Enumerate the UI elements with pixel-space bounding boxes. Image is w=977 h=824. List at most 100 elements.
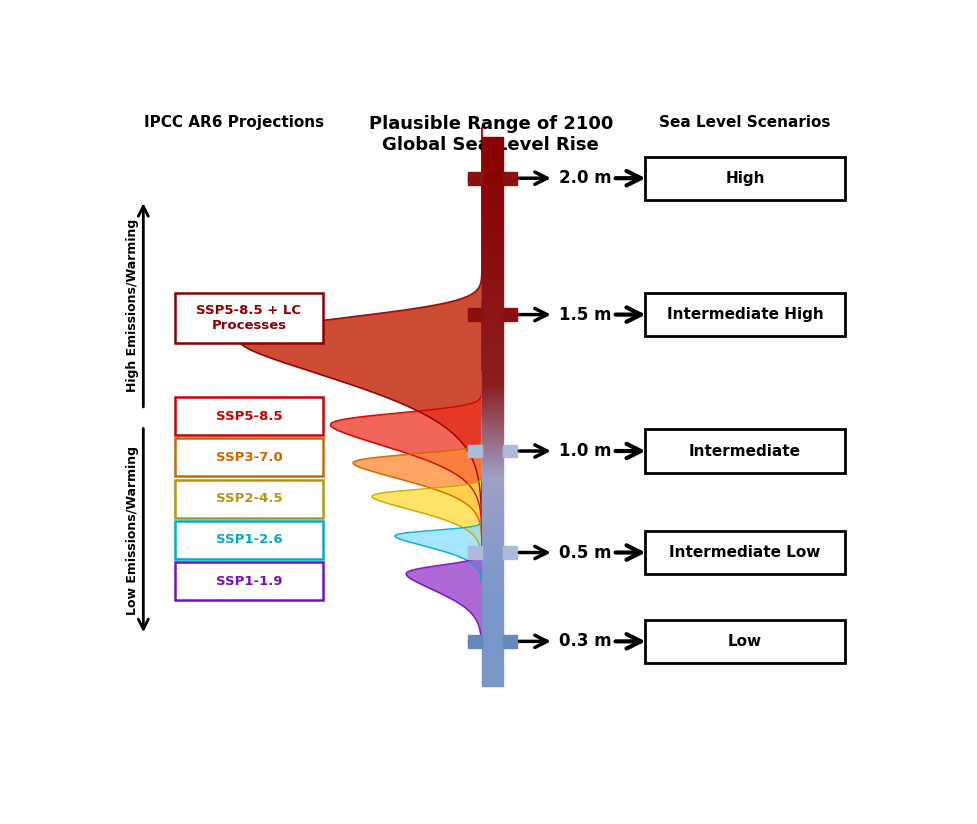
Bar [482,364,503,366]
Bar [482,558,503,559]
Text: 1.5 m: 1.5 m [559,306,612,324]
Bar [482,495,503,498]
Bar [482,228,503,230]
Text: High Emissions/Warming: High Emissions/Warming [126,218,140,391]
Bar [482,682,503,684]
Bar [482,537,503,540]
Bar [482,237,503,240]
Text: 1.0 m: 1.0 m [559,442,612,460]
Bar [482,475,503,477]
Bar [482,204,503,207]
Bar [482,606,503,607]
Bar [468,308,482,317]
FancyBboxPatch shape [645,531,845,574]
Bar [482,201,503,203]
Bar [482,461,503,462]
Bar [482,517,503,519]
Bar [482,338,503,340]
Bar [482,504,503,507]
Bar [482,639,503,640]
Text: Intermediate: Intermediate [689,443,801,458]
Bar [482,261,503,263]
Text: Plausible Range of 2100
Global Sea Level Rise: Plausible Range of 2100 Global Sea Level… [368,115,613,153]
Bar [482,583,503,585]
Bar [468,635,482,644]
Text: SSP2-4.5: SSP2-4.5 [216,492,282,505]
Bar [503,172,517,180]
Bar [482,408,503,410]
Bar [482,523,503,525]
Bar [482,348,503,349]
Bar [482,138,503,141]
Bar [482,236,503,237]
Bar [482,188,503,190]
FancyBboxPatch shape [175,397,322,435]
Bar [503,546,517,555]
FancyBboxPatch shape [175,293,322,343]
Bar [482,474,503,475]
Bar [482,321,503,324]
Bar [482,439,503,441]
Bar [482,658,503,660]
Bar [482,501,503,503]
Bar [482,456,503,457]
Text: Sea Level Scenarios: Sea Level Scenarios [658,115,830,129]
Bar [482,459,503,461]
Bar [482,570,503,573]
FancyBboxPatch shape [175,438,322,476]
Bar [503,445,517,453]
Bar [482,351,503,353]
Bar [482,369,503,371]
Bar [482,437,503,439]
Bar [482,353,503,354]
Text: SSP5-8.5 + LC
Processes: SSP5-8.5 + LC Processes [196,304,302,332]
Bar [482,490,503,492]
FancyBboxPatch shape [175,521,322,559]
Bar [482,340,503,342]
Bar [482,293,503,294]
Bar [482,327,503,329]
Bar [482,144,503,146]
Text: Low Emissions/Warming: Low Emissions/Warming [126,446,140,615]
Bar [482,150,503,152]
Bar [482,603,503,606]
Bar [482,336,503,338]
Bar [482,569,503,570]
Bar [482,634,503,636]
Bar [482,503,503,504]
Bar [482,400,503,402]
Bar [482,615,503,616]
Bar [482,380,503,382]
Bar [482,602,503,603]
Bar [482,218,503,219]
Bar [482,684,503,686]
Bar [482,213,503,216]
Bar [503,639,517,648]
Bar [482,375,503,377]
Bar [482,625,503,627]
Bar [482,444,503,446]
Bar [482,315,503,316]
Bar [482,424,503,426]
Bar [482,311,503,312]
Text: SSP5-8.5: SSP5-8.5 [216,410,282,423]
Bar [482,442,503,444]
Bar [503,308,517,317]
Bar [482,302,503,303]
Bar [482,550,503,552]
Bar [482,432,503,433]
Bar [482,225,503,227]
Bar [482,199,503,201]
Text: SSP3-7.0: SSP3-7.0 [216,451,282,464]
Bar [482,486,503,488]
Bar [482,417,503,419]
Bar [482,240,503,241]
Bar [482,190,503,192]
Bar [482,331,503,333]
Bar [482,666,503,667]
Bar [482,498,503,499]
Bar [482,471,503,474]
Bar [482,673,503,675]
Bar [503,635,517,644]
Bar [482,162,503,165]
